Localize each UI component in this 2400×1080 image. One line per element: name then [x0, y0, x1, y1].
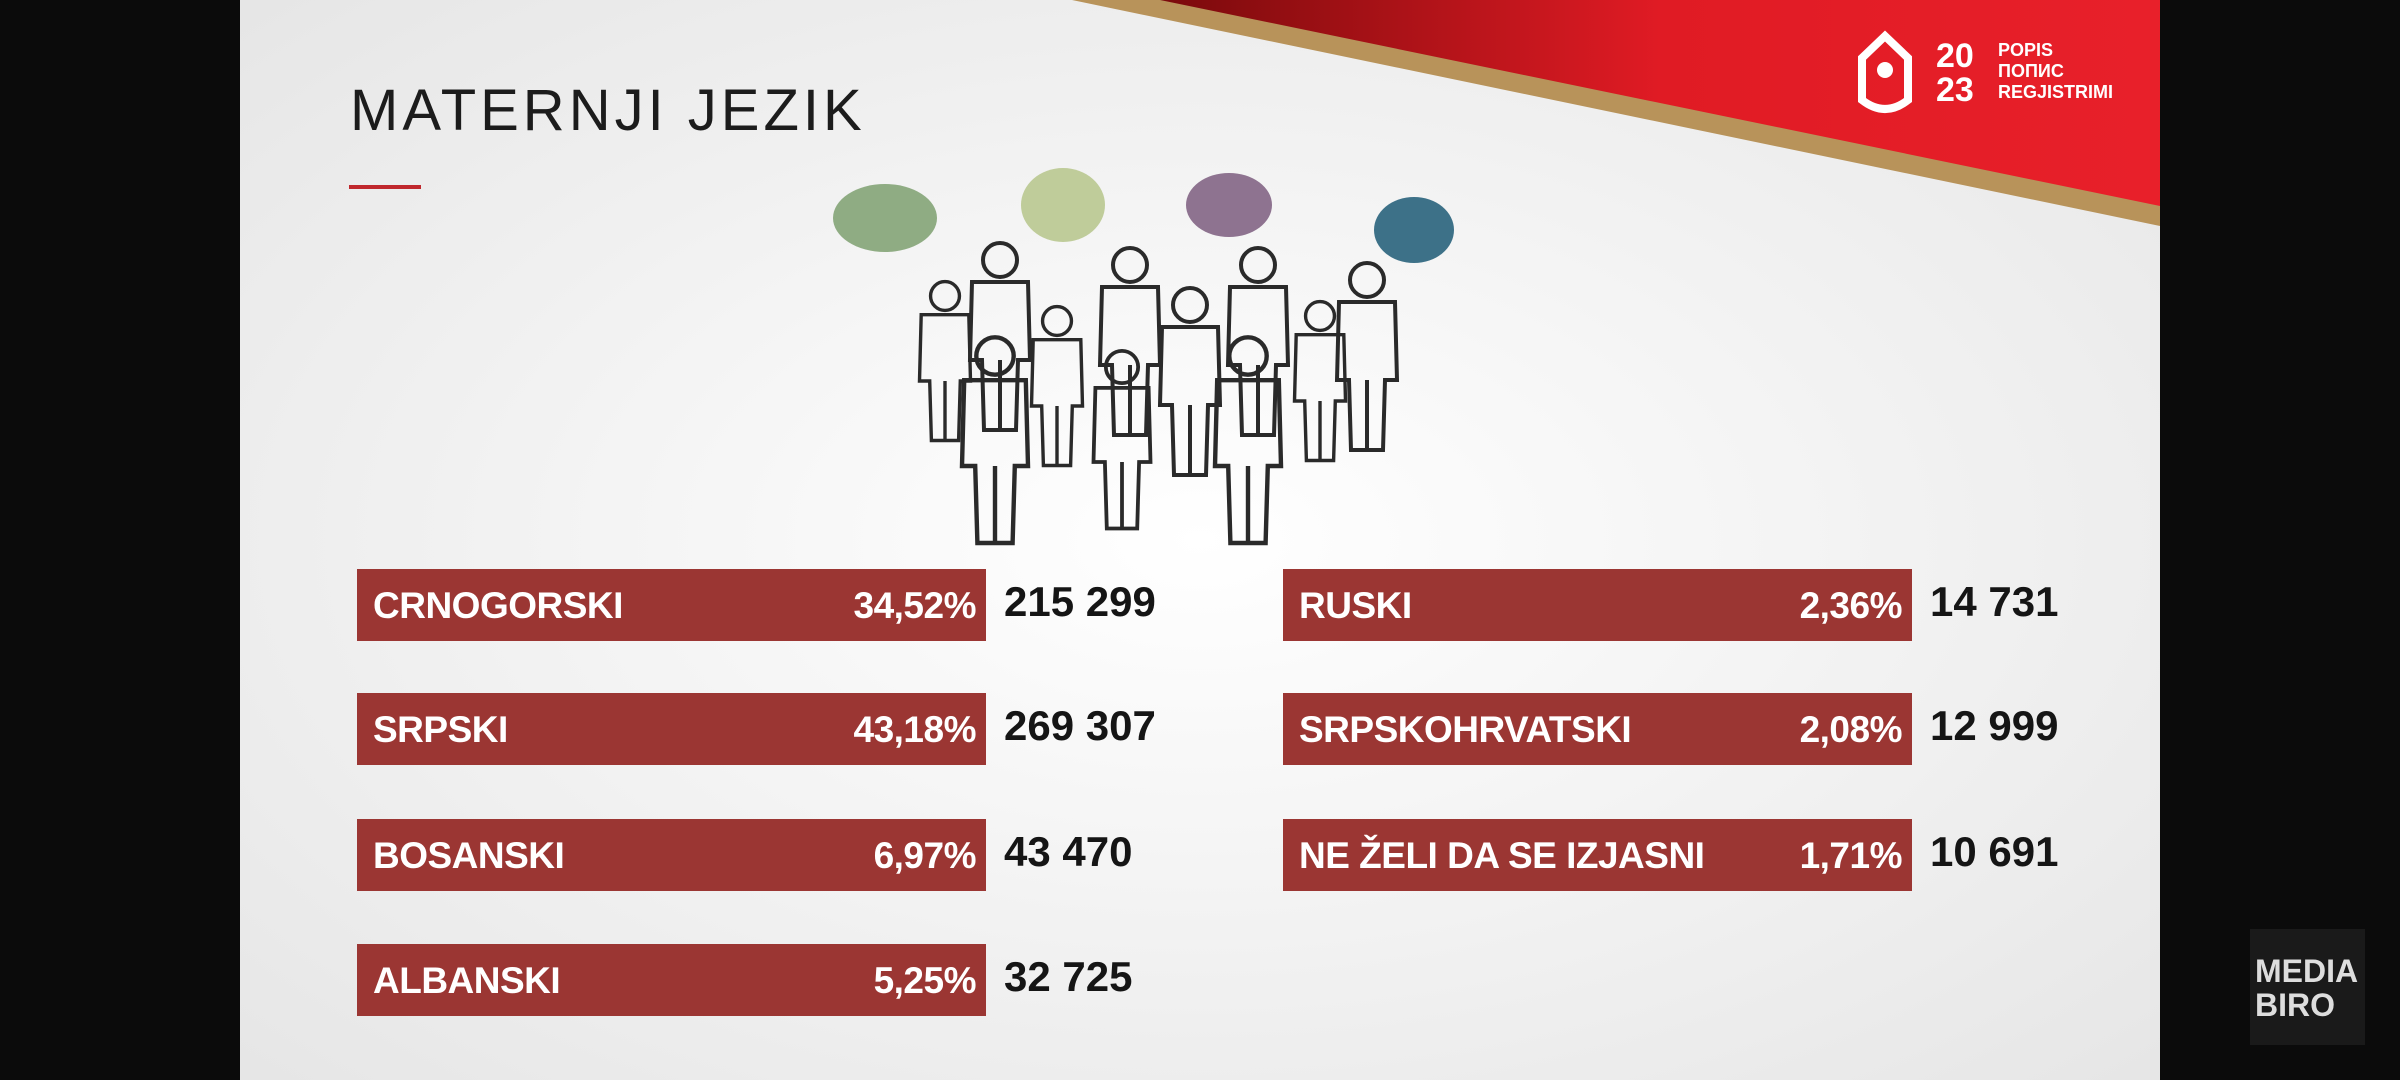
person-body: [959, 377, 1031, 546]
slide-title: MATERNJI JEZIK: [350, 78, 866, 143]
logo-icon: [1858, 30, 1912, 113]
language-label: ALBANSKI: [373, 960, 560, 1001]
person-body: [1097, 285, 1163, 437]
language-percent: 6,97%: [874, 835, 976, 876]
person-figure: [1292, 299, 1348, 463]
person-figure: [967, 241, 1033, 432]
person-body: [1212, 377, 1284, 546]
person-figure: [959, 335, 1031, 546]
illustration: [833, 168, 1454, 546]
language-percent: 43,18%: [854, 709, 977, 750]
language-label: BOSANSKI: [373, 835, 564, 876]
logo-text: POPIS: [1998, 40, 2053, 60]
language-count: 215 299: [1004, 578, 1156, 625]
language-count: 43 470: [1004, 828, 1132, 875]
language-percent: 2,36%: [1800, 585, 1902, 626]
person-head: [1103, 348, 1141, 386]
watermark: MEDIA BIRO: [2250, 929, 2365, 1045]
slide: [240, 0, 2160, 1080]
person-body: [1292, 332, 1348, 463]
person-head: [1040, 304, 1074, 338]
person-head: [928, 279, 962, 313]
language-bar: [357, 569, 986, 641]
language-count: 14 731: [1930, 578, 2058, 625]
language-count: 32 725: [1004, 953, 1132, 1000]
language-bar: [1283, 569, 1912, 641]
watermark-text: MEDIA: [2255, 953, 2358, 989]
speech-bubble: [1021, 168, 1105, 242]
logo-year: 23: [1936, 71, 1974, 109]
language-count: 269 307: [1004, 702, 1156, 749]
person-head: [1239, 246, 1277, 284]
watermark-box: [2250, 929, 2365, 1045]
speech-bubble: [833, 184, 937, 252]
language-percent: 1,71%: [1800, 835, 1902, 876]
person-figure: [1334, 261, 1400, 452]
watermark-text: BIRO: [2255, 987, 2335, 1023]
language-bar: [1283, 819, 1912, 891]
person-figure: [1029, 304, 1085, 468]
language-bar: [357, 944, 986, 1016]
person-head: [1303, 299, 1337, 333]
person-figure: [1157, 286, 1223, 477]
language-bar: [357, 819, 986, 891]
language-label: CRNOGORSKI: [373, 585, 623, 626]
banner-red: [1160, 0, 2160, 206]
census-logo: 20 23 POPIS ПОПИС REGJISTRIMI: [1858, 30, 2113, 113]
person-body: [1091, 385, 1153, 531]
person-body: [967, 280, 1033, 432]
logo-icon-dot: [1877, 62, 1893, 78]
language-label: SRPSKI: [373, 709, 508, 750]
person-body: [1157, 325, 1223, 477]
person-head: [1348, 261, 1386, 299]
language-label: RUSKI: [1299, 585, 1412, 626]
language-count: 10 691: [1930, 828, 2058, 875]
language-count: 12 999: [1930, 702, 2058, 749]
language-percent: 2,08%: [1800, 709, 1902, 750]
person-body: [1334, 300, 1400, 452]
person-head: [1171, 286, 1209, 324]
logo-text: ПОПИС: [1998, 61, 2064, 81]
language-percent: 5,25%: [874, 960, 976, 1001]
language-percent: 34,52%: [854, 585, 977, 626]
language-label: NE ŽELI DA SE IZJASNI: [1299, 834, 1704, 876]
person-head: [974, 335, 1016, 377]
person-figure: [1212, 335, 1284, 546]
speech-bubble: [1374, 197, 1454, 263]
language-bar: [357, 693, 986, 765]
person-figure: [1091, 348, 1153, 531]
language-label: SRPSKOHRVATSKI: [1299, 709, 1631, 750]
person-head: [1111, 246, 1149, 284]
speech-bubble: [1186, 173, 1272, 237]
person-body: [1029, 337, 1085, 468]
language-bar: [1283, 693, 1912, 765]
logo-text: REGJISTRIMI: [1998, 82, 2113, 102]
person-head: [981, 241, 1019, 279]
person-head: [1227, 335, 1269, 377]
logo-year: 20: [1936, 37, 1974, 75]
title-underline: [349, 185, 421, 189]
person-figure: [1097, 246, 1163, 437]
